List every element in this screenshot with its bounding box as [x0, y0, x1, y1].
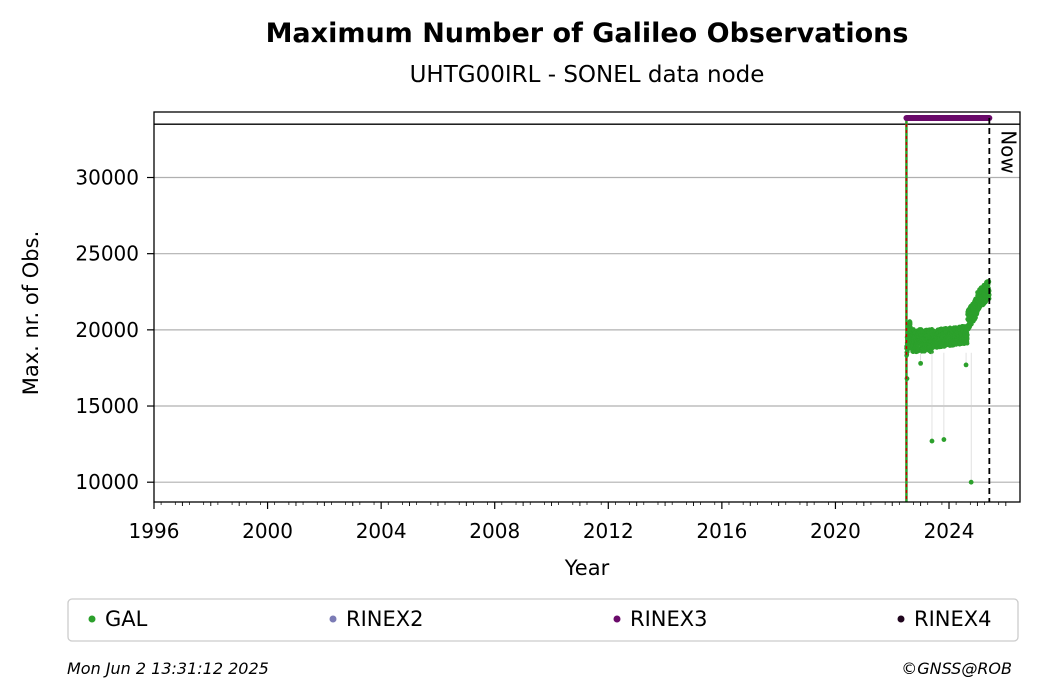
- legend-marker: [897, 615, 905, 623]
- x-tick-label: 1996: [129, 519, 180, 543]
- y-tick-label: 15000: [75, 394, 139, 418]
- legend-label: GAL: [105, 607, 148, 631]
- x-tick-label: 2016: [696, 519, 747, 543]
- data-point-gal: [929, 349, 934, 355]
- chart-subtitle: UHTG00IRL - SONEL data node: [410, 62, 765, 88]
- legend-label: RINEX2: [346, 607, 424, 631]
- y-axis-label: Max. nr. of Obs.: [19, 231, 43, 396]
- x-tick-label: 2004: [356, 519, 407, 543]
- grid-layer: [154, 176, 1020, 483]
- legend-marker: [329, 615, 337, 623]
- y-tick-label: 25000: [75, 242, 139, 266]
- x-tick-label: 2012: [583, 519, 634, 543]
- x-tick-label: 2020: [810, 519, 861, 543]
- chart-title: Maximum Number of Galileo Observations: [266, 18, 909, 49]
- now-label: Now: [996, 130, 1020, 174]
- x-tick-label: 2000: [242, 519, 293, 543]
- y-tick-label: 20000: [75, 318, 139, 342]
- x-tick-label: 2024: [924, 519, 975, 543]
- legend-marker: [88, 615, 96, 623]
- legend-label: RINEX3: [630, 607, 708, 631]
- plot-frame: [153, 111, 1021, 503]
- data-layer: [904, 278, 992, 485]
- annotation-layer: Now: [154, 115, 1020, 502]
- legend-marker: [613, 615, 621, 623]
- y-tick-label: 10000: [75, 470, 139, 494]
- data-point-gal: [965, 336, 970, 342]
- data-point-gal: [987, 292, 992, 297]
- data-point-gal-outlier: [918, 360, 924, 366]
- legend-box: [67, 598, 1019, 642]
- y-axis: 10000 15000 20000 25000 30000: [75, 166, 154, 494]
- legend-label: RINEX4: [914, 607, 992, 631]
- x-axis-label: Year: [564, 556, 610, 580]
- legend: GAL RINEX2 RINEX3 RINEX4: [67, 598, 1019, 642]
- data-point-gal-outlier: [941, 437, 947, 442]
- footer-timestamp: Mon Jun 2 13:31:12 2025: [67, 659, 269, 678]
- data-point-gal: [965, 332, 970, 338]
- y-tick-label: 30000: [75, 166, 139, 190]
- data-point-gal-outlier: [963, 362, 969, 368]
- x-axis: 1996 2000 2004 2008 2012 2016 2020 2024: [129, 502, 1007, 543]
- x-tick-label: 2008: [469, 519, 520, 543]
- data-point-gal-outlier: [968, 479, 974, 485]
- data-point-gal-outlier: [929, 438, 935, 444]
- data-point-gal: [965, 341, 970, 346]
- footer-copyright: ©GNSS@ROB: [901, 659, 1012, 678]
